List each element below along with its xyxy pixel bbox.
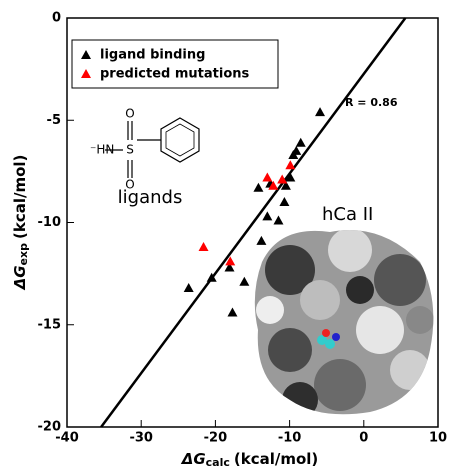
protein-label: hCa II: [322, 204, 373, 225]
r-label: R = 0.86: [345, 96, 398, 109]
legend-label: ligand binding: [100, 48, 205, 63]
marker: [262, 211, 272, 220]
x-label-symbol: ΔG: [181, 450, 206, 468]
marker: [253, 183, 263, 192]
ligands-label: ligands: [118, 187, 183, 208]
x-axis-label: ΔGcalc (kcal/mol): [181, 450, 319, 470]
marker: [199, 242, 209, 251]
x-label-unit: (kcal/mol): [234, 450, 318, 468]
x-tick-label: -10: [278, 431, 302, 446]
marker: [285, 160, 295, 169]
amine-label: ⁻HN: [90, 143, 114, 157]
y-tick-label: 0: [52, 11, 61, 26]
y-tick-label: -20: [38, 420, 62, 435]
x-label-sub: calc: [206, 456, 230, 469]
y-label-unit: (kcal/mol): [11, 155, 29, 239]
marker: [315, 107, 325, 116]
y-tick-label: -15: [38, 317, 62, 332]
x-tick-label: -20: [204, 431, 228, 446]
legend-label: predicted mutations: [100, 67, 250, 82]
marker: [291, 146, 301, 155]
marker: [239, 277, 249, 286]
marker: [296, 138, 306, 147]
y-tick-label: -5: [47, 113, 61, 128]
x-tick-label: -30: [129, 431, 153, 446]
marker: [262, 173, 272, 182]
chart: ⁻HN S O O ligands hCa II ΔGcalc(kcal/mol…: [0, 0, 454, 471]
marker: [184, 283, 194, 292]
marker: [273, 215, 283, 224]
marker: [227, 307, 237, 316]
sulfur-label: S: [126, 143, 134, 157]
x-tick-label: 0: [359, 431, 368, 446]
marker: [279, 197, 289, 206]
y-label-symbol: ΔG: [11, 265, 29, 290]
oxygen-label: O: [125, 107, 134, 121]
y-label-sub: exp: [17, 243, 30, 266]
y-axis-label: ΔGexp (kcal/mol): [11, 155, 31, 291]
marker: [256, 236, 266, 245]
x-tick-label: 10: [429, 431, 447, 446]
y-tick-label: -10: [38, 215, 62, 230]
protein-image: [250, 220, 450, 420]
ligand-structure: [105, 118, 199, 178]
